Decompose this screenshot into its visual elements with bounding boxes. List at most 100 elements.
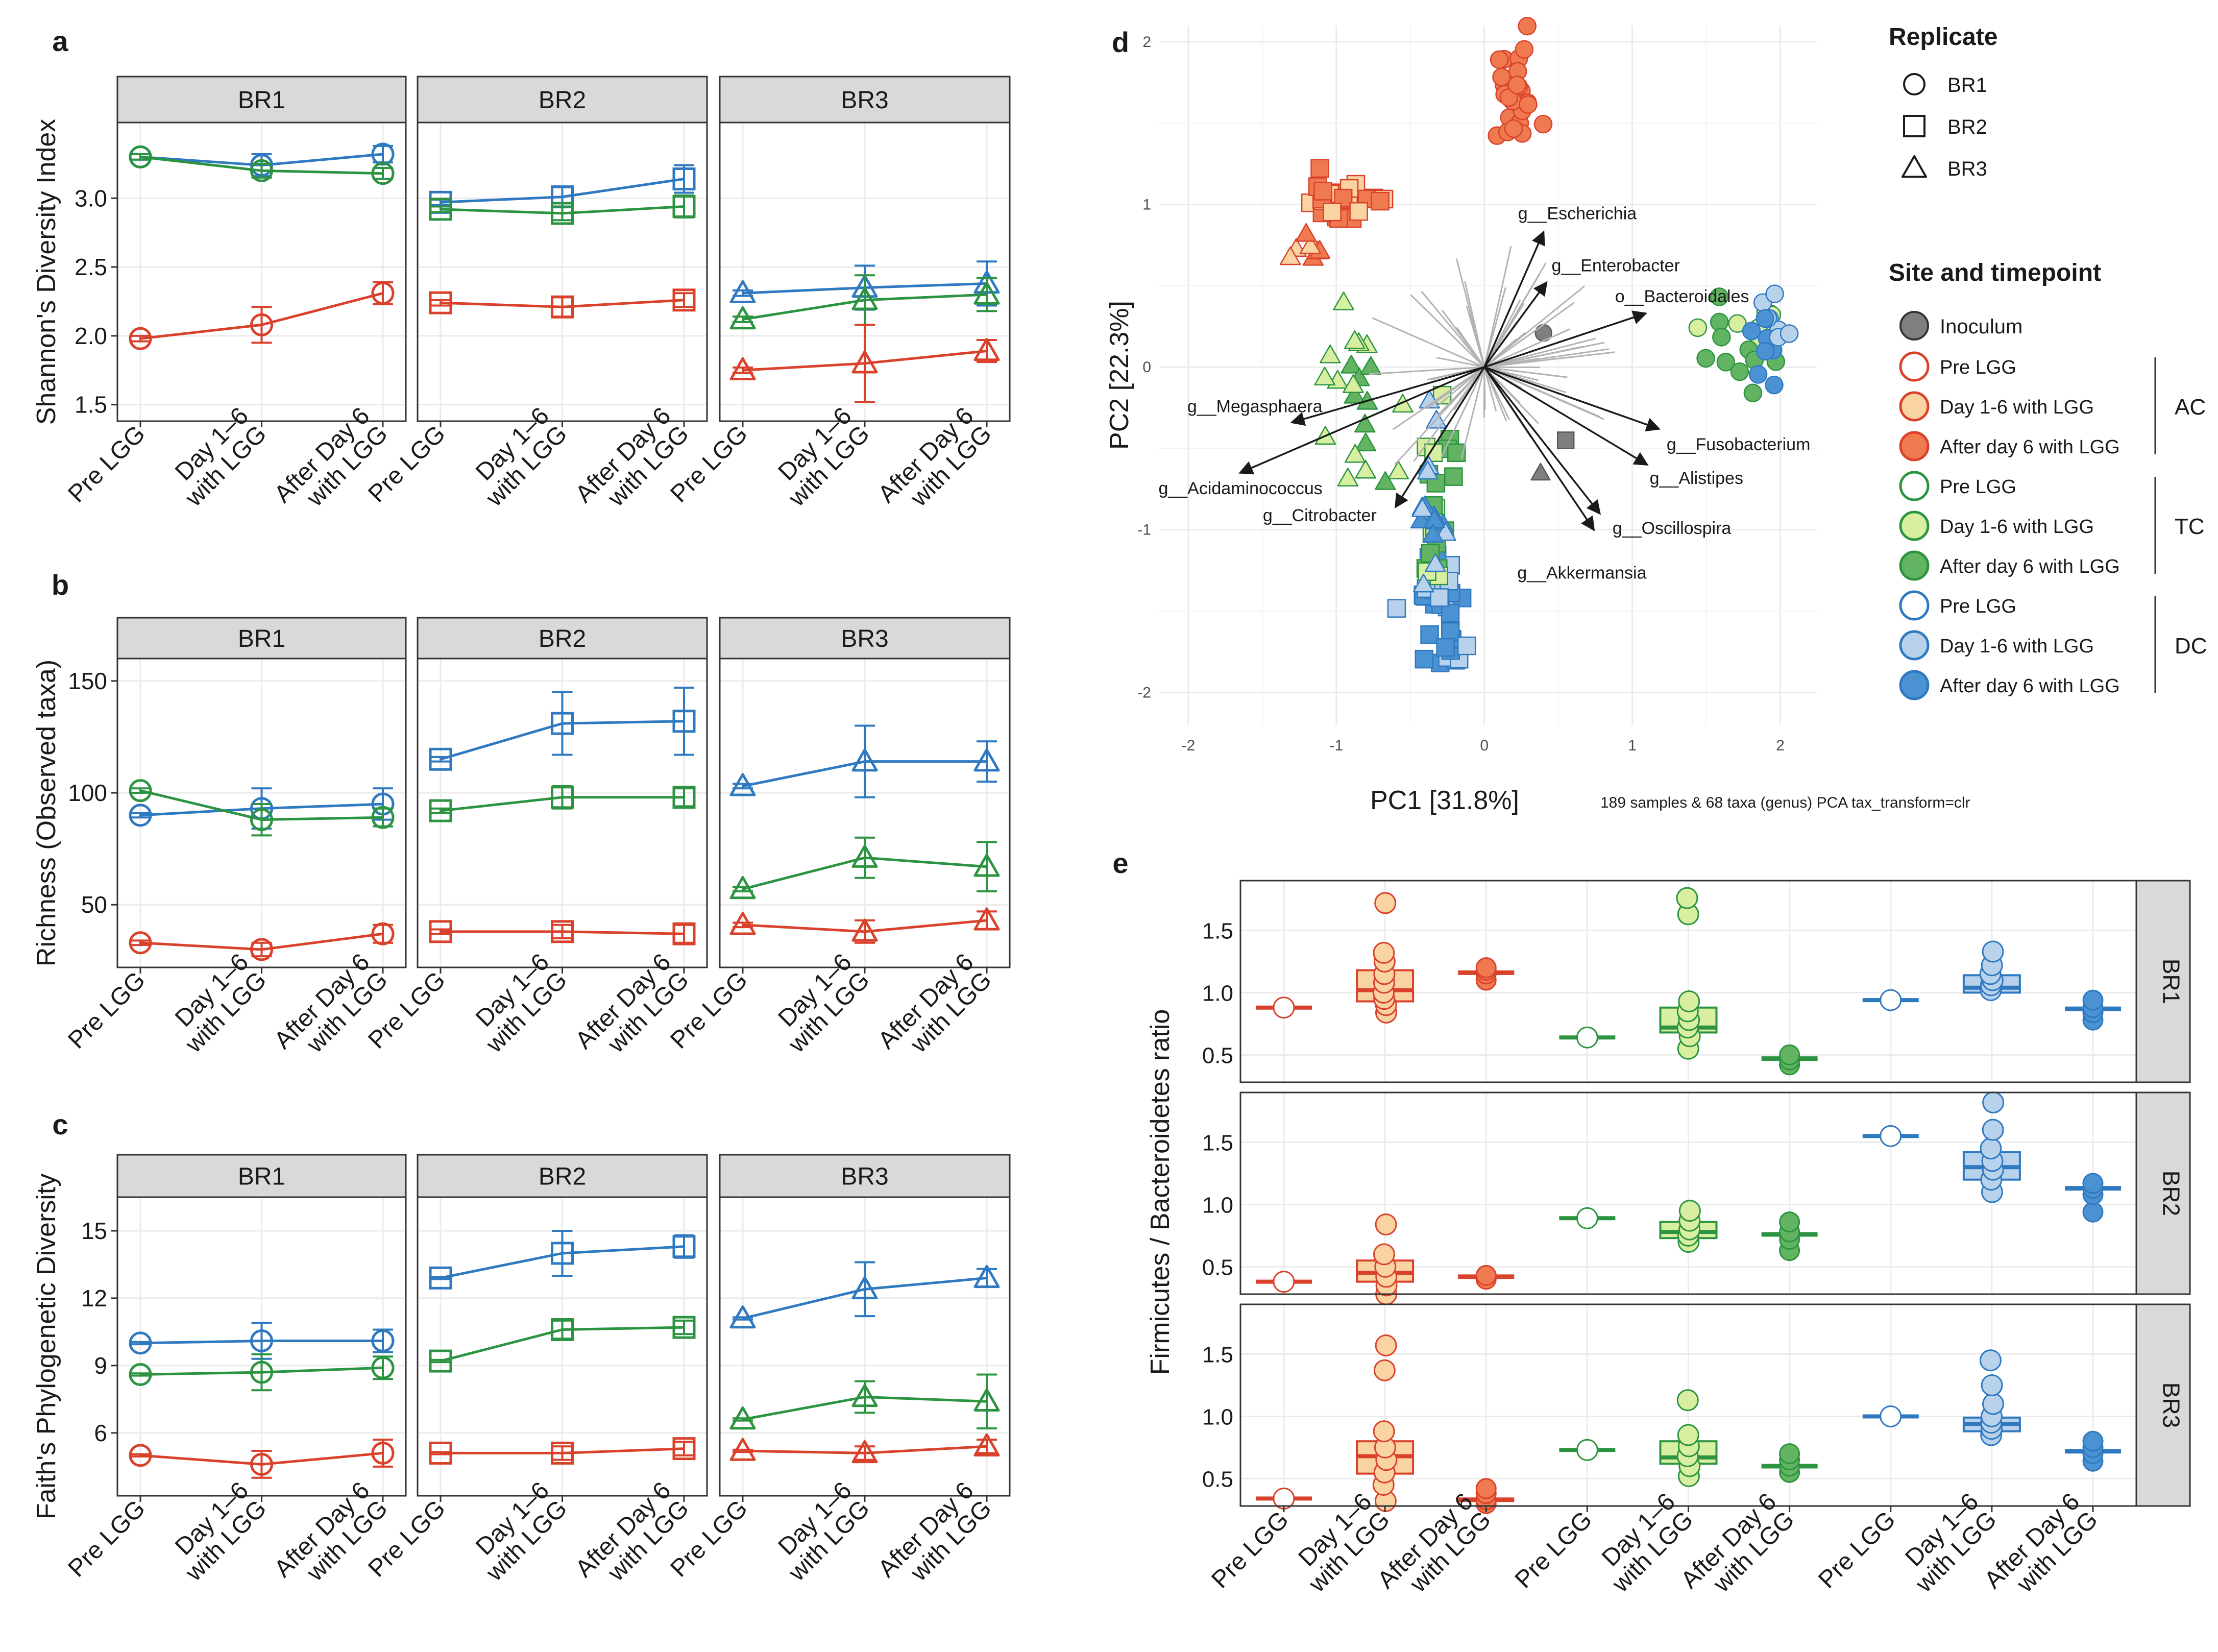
legend-site-label: After day 6 with LGG bbox=[1940, 556, 2120, 577]
pca-point bbox=[1295, 223, 1317, 242]
y-tick-label: 0 bbox=[1142, 359, 1151, 376]
legend-site-marker bbox=[1899, 590, 1930, 621]
data-point bbox=[851, 1383, 878, 1407]
pca-point bbox=[1323, 202, 1342, 222]
x-tick-label-line: Pre LGG bbox=[1813, 1506, 1900, 1593]
pca-point bbox=[1314, 367, 1335, 386]
minor-loading bbox=[1421, 290, 1485, 368]
data-point bbox=[129, 804, 152, 827]
y-tick-label: 0.5 bbox=[1202, 1467, 1233, 1492]
y-tick-label: 1.0 bbox=[1202, 1193, 1233, 1218]
legend-title: Replicate bbox=[1889, 23, 1997, 51]
legend-title: Site and timepoint bbox=[1889, 259, 2101, 286]
data-point bbox=[672, 1235, 696, 1258]
data-point bbox=[129, 1331, 152, 1355]
x-tick-label: 2 bbox=[1776, 737, 1785, 754]
loading-arrow bbox=[1483, 366, 1649, 466]
y-tick-label: 1.5 bbox=[1202, 1131, 1233, 1156]
y-axis-title: Shannon's Diversity Index bbox=[32, 119, 61, 425]
y-tick-label: 2.0 bbox=[75, 323, 107, 349]
data-point bbox=[371, 806, 395, 829]
loading-arrow bbox=[1483, 367, 1595, 531]
legend-site-label: Pre LGG bbox=[1940, 357, 2016, 378]
minor-loading bbox=[1372, 317, 1485, 368]
x-tick-label-line: Pre LGG bbox=[63, 1495, 150, 1582]
box-point bbox=[1880, 989, 1902, 1011]
loading-label: g__Oscillospira bbox=[1613, 519, 1732, 538]
minor-loading bbox=[1369, 366, 1484, 375]
y-tick-label: 1.5 bbox=[1202, 1343, 1233, 1368]
box-point bbox=[1576, 1026, 1598, 1049]
box-point bbox=[1373, 1420, 1395, 1443]
box-point bbox=[2082, 989, 2104, 1011]
box-point bbox=[1982, 1091, 2005, 1114]
data-point bbox=[129, 1444, 152, 1467]
data-point bbox=[250, 159, 273, 182]
legend-replicate-marker bbox=[1902, 155, 1927, 178]
pca-point bbox=[1300, 235, 1321, 254]
x-tick-label: Pre LGG bbox=[63, 966, 150, 1054]
data-point bbox=[973, 854, 1000, 877]
y-tick-label: -1 bbox=[1137, 522, 1151, 539]
pca-point bbox=[1490, 50, 1509, 69]
pca-point bbox=[1742, 322, 1761, 341]
data-point bbox=[729, 280, 756, 304]
pca-point bbox=[1412, 573, 1434, 593]
pca-point bbox=[1415, 649, 1434, 669]
facet-label: BR2 bbox=[539, 87, 586, 114]
pca-point bbox=[1765, 284, 1784, 303]
box-point bbox=[1677, 1424, 1699, 1446]
x-axis-title: PC1 [31.8%] bbox=[1370, 786, 1519, 815]
y-tick-label: -2 bbox=[1137, 684, 1151, 701]
minor-loading bbox=[1483, 367, 1510, 420]
legend-site-label: Day 1-6 with LGG bbox=[1940, 516, 2094, 538]
data-point bbox=[250, 808, 273, 832]
pca-point bbox=[1344, 330, 1366, 349]
pca-point bbox=[1441, 603, 1460, 623]
legend-replicate-label: BR1 bbox=[1947, 74, 1987, 96]
pca-point bbox=[1411, 498, 1433, 517]
facet-label: BR2 bbox=[539, 1163, 586, 1191]
loading-arrow bbox=[1238, 366, 1485, 475]
box-point bbox=[1375, 1334, 1397, 1356]
loading-label: g__Acidaminococcus bbox=[1158, 479, 1322, 498]
minor-loading bbox=[1483, 367, 1497, 411]
loading-label: g__Fusobacterium bbox=[1667, 435, 1811, 454]
x-tick-label: Pre LGG bbox=[1813, 1506, 1900, 1593]
box-point bbox=[1374, 892, 1397, 914]
facet-label: BR3 bbox=[841, 1163, 888, 1191]
facet-strip bbox=[2135, 1303, 2191, 1507]
data-point bbox=[973, 1433, 1000, 1456]
y-tick-label: 50 bbox=[81, 891, 107, 918]
pca-point bbox=[1507, 76, 1527, 94]
pca-point bbox=[1436, 638, 1455, 657]
minor-loading bbox=[1483, 246, 1512, 368]
pca-note: 189 samples & 68 taxa (genus) PCA tax_tr… bbox=[1600, 794, 1970, 811]
data-point bbox=[672, 195, 696, 218]
pca-point bbox=[1533, 114, 1553, 134]
legend-site-marker bbox=[1899, 391, 1930, 422]
legend-site-marker bbox=[1899, 670, 1930, 700]
data-point bbox=[729, 876, 756, 900]
data-point bbox=[973, 1265, 1000, 1289]
minor-loading bbox=[1437, 367, 1485, 416]
facet-strip bbox=[2135, 1091, 2191, 1295]
facet-strip bbox=[116, 1154, 407, 1198]
data-point bbox=[672, 1316, 696, 1339]
data-point bbox=[551, 295, 574, 319]
data-point bbox=[129, 779, 152, 803]
data-point bbox=[672, 1437, 696, 1461]
x-tick-label: Pre LGG bbox=[63, 420, 150, 507]
data-point bbox=[129, 1363, 152, 1386]
y-tick-label: 12 bbox=[81, 1285, 107, 1311]
facet-label: BR1 bbox=[2158, 959, 2185, 1004]
data-point bbox=[729, 773, 756, 796]
pca-point bbox=[1371, 191, 1390, 211]
box-point bbox=[1678, 1200, 1701, 1222]
box-point bbox=[1880, 1125, 1902, 1147]
loading-arrow bbox=[1484, 366, 1661, 432]
legend-inoculum-label: Inoculum bbox=[1940, 315, 2022, 338]
minor-loading bbox=[1484, 337, 1596, 368]
data-point bbox=[851, 1276, 878, 1300]
